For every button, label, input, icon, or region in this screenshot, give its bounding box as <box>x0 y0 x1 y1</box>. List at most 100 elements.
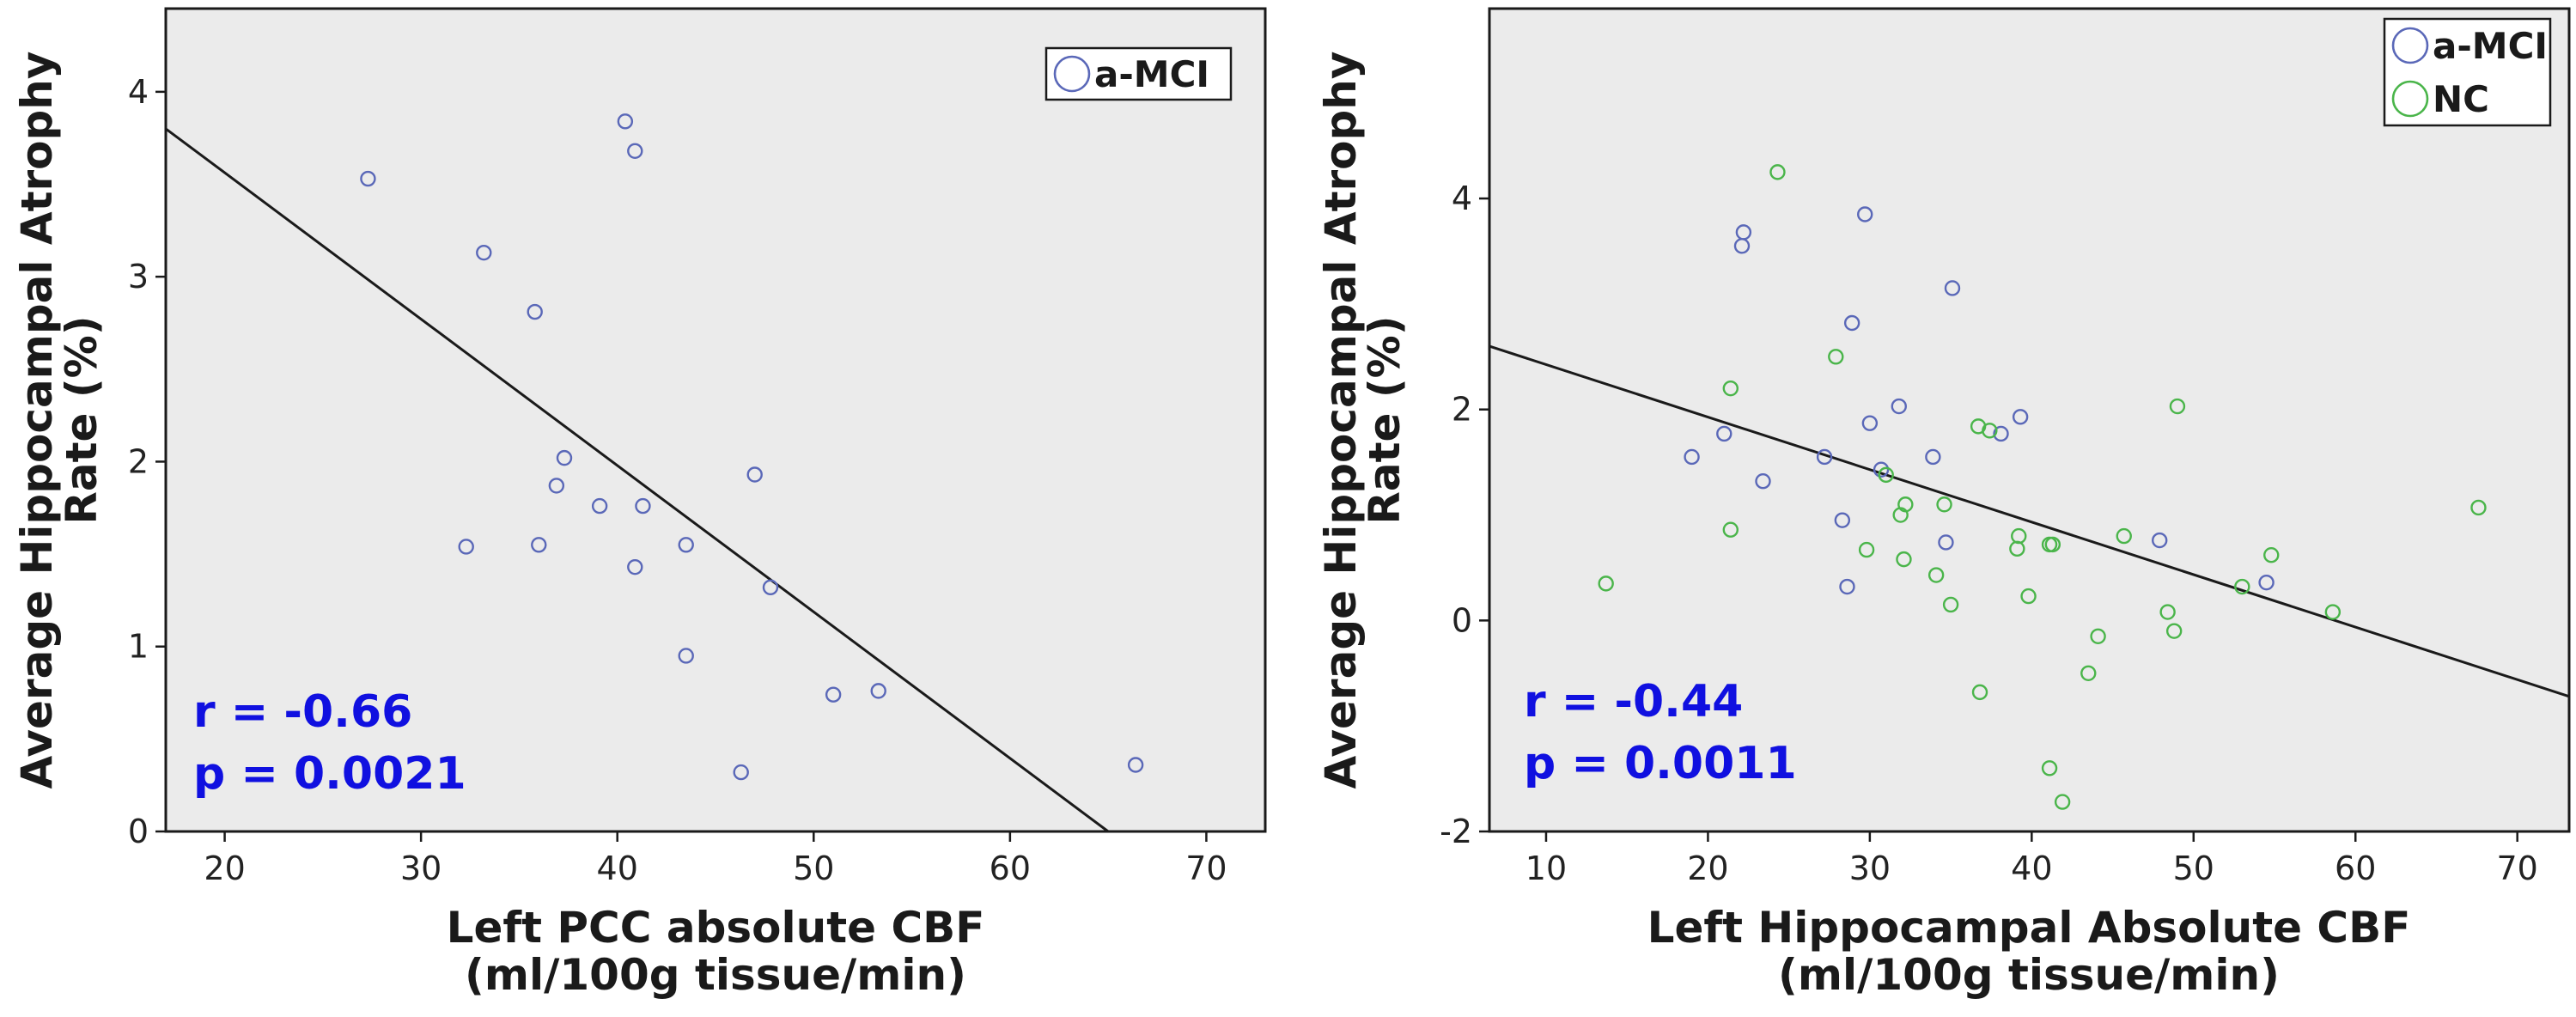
data-point <box>1755 473 1771 490</box>
data-point <box>627 143 643 159</box>
x-tick-label: 20 <box>204 850 245 887</box>
legend-label: a-MCI <box>2433 25 2548 67</box>
y-tick-label: 2 <box>128 442 149 480</box>
data-point <box>870 683 886 699</box>
data-point <box>531 537 547 553</box>
data-point <box>1858 541 1875 558</box>
data-point <box>2165 623 2183 639</box>
x-axis-label: Left Hippocampal Absolute CBF <box>1647 903 2411 953</box>
y-tick-label: 2 <box>1452 391 1472 429</box>
x-tick-label: 60 <box>2335 850 2376 887</box>
chart-panel-2: 10 20 30 40 50 60 70 -2 0 2 4 Left Hippocampal Abso… <box>1316 7 2571 1000</box>
x-tick-label: 40 <box>597 850 638 887</box>
data-point <box>1684 448 1700 466</box>
data-point <box>1896 551 1912 568</box>
y-tick-label: 1 <box>128 628 149 666</box>
regression-line <box>1489 344 2570 698</box>
y-axis-label: Average Hippocampal Atrophy <box>1316 52 1366 789</box>
series-a-mci <box>1684 206 2275 595</box>
data-point <box>2044 536 2061 553</box>
data-point <box>2012 409 2029 425</box>
correlation-p: p = 0.0021 <box>193 748 466 800</box>
data-point <box>2159 604 2176 620</box>
x-tick-label: 50 <box>2173 850 2214 887</box>
y-tick-label: 0 <box>128 813 149 850</box>
data-point <box>1598 575 1614 592</box>
chart-panel-1: 20 30 40 50 60 70 0 1 2 3 4 Left PCC absolute CBF(m… <box>12 7 1267 1000</box>
data-point <box>2090 628 2106 644</box>
data-point <box>1878 466 1894 484</box>
x-tick-label: 70 <box>2497 850 2538 887</box>
correlation-r: r = -0.66 <box>193 686 412 738</box>
y-tick-label: 0 <box>1452 601 1472 639</box>
legend-marker <box>2391 80 2429 118</box>
plot-area <box>1488 7 2571 833</box>
x-tick-label: 10 <box>1526 850 1567 887</box>
data-point <box>2263 547 2280 563</box>
data-point <box>1861 415 1879 431</box>
data-point <box>1834 512 1851 528</box>
data-point <box>2152 532 2168 549</box>
data-point <box>2020 588 2037 605</box>
data-point <box>1993 425 2009 442</box>
data-point <box>762 579 779 596</box>
data-point <box>2169 398 2186 415</box>
x-tick-label: 50 <box>793 850 834 887</box>
data-point <box>1828 349 1844 365</box>
data-point <box>1857 206 1873 222</box>
data-point <box>527 303 543 320</box>
data-point <box>2324 604 2342 620</box>
correlation-r: r = -0.44 <box>1524 676 1743 728</box>
data-point <box>1769 164 1786 180</box>
data-point <box>1982 423 1998 439</box>
correlation-p: p = 0.0011 <box>1524 738 1797 789</box>
data-point <box>1925 448 1941 466</box>
y-axis-label-units: Rate (%) <box>57 315 107 524</box>
plot-area <box>164 7 1267 833</box>
data-point <box>591 497 608 515</box>
data-point <box>746 466 763 483</box>
legend-box <box>2383 17 2552 127</box>
legend: a-MCI <box>1044 46 1233 101</box>
x-tick-label: 30 <box>400 850 442 887</box>
x-tick-label: 40 <box>2011 850 2052 887</box>
series-a-mci <box>360 113 1144 781</box>
legend-label: NC <box>2433 78 2489 120</box>
data-point <box>2054 794 2071 810</box>
x-tick-label: 20 <box>1687 850 1728 887</box>
data-point <box>1873 461 1890 478</box>
data-point <box>2258 574 2275 591</box>
data-point <box>476 244 492 261</box>
x-tick-label: 70 <box>1185 850 1227 887</box>
series-nc <box>1598 164 2487 810</box>
data-point <box>1127 757 1144 773</box>
data-point <box>1839 578 1855 595</box>
data-point <box>678 537 694 553</box>
data-point <box>1927 567 1945 583</box>
data-point <box>1971 684 1988 701</box>
data-point <box>1942 596 1959 613</box>
data-point <box>2116 527 2132 545</box>
data-point <box>1892 507 1909 523</box>
y-axis-label: Average Hippocampal Atrophy <box>12 52 62 789</box>
data-point <box>2470 499 2487 516</box>
data-point <box>2234 578 2250 595</box>
y-axis-label-units: Rate (%) <box>1360 315 1410 524</box>
legend-label: a-MCI <box>1094 53 1209 95</box>
data-point <box>1891 398 1907 415</box>
data-point <box>627 558 643 575</box>
data-point <box>678 648 694 664</box>
data-point <box>1843 314 1860 332</box>
y-tick-label: 3 <box>128 258 149 295</box>
x-axis-label-units: (ml/100g tissue/min) <box>1778 950 2280 1000</box>
legend-marker <box>2391 27 2429 64</box>
y-tick-label: 4 <box>128 73 149 111</box>
data-point <box>1722 521 1739 538</box>
data-point <box>458 539 474 555</box>
data-point <box>1722 380 1739 397</box>
data-point <box>1938 534 1954 551</box>
data-point <box>1716 425 1733 442</box>
data-point <box>1944 280 1961 296</box>
regression-line <box>165 127 1110 833</box>
data-point <box>635 497 651 515</box>
